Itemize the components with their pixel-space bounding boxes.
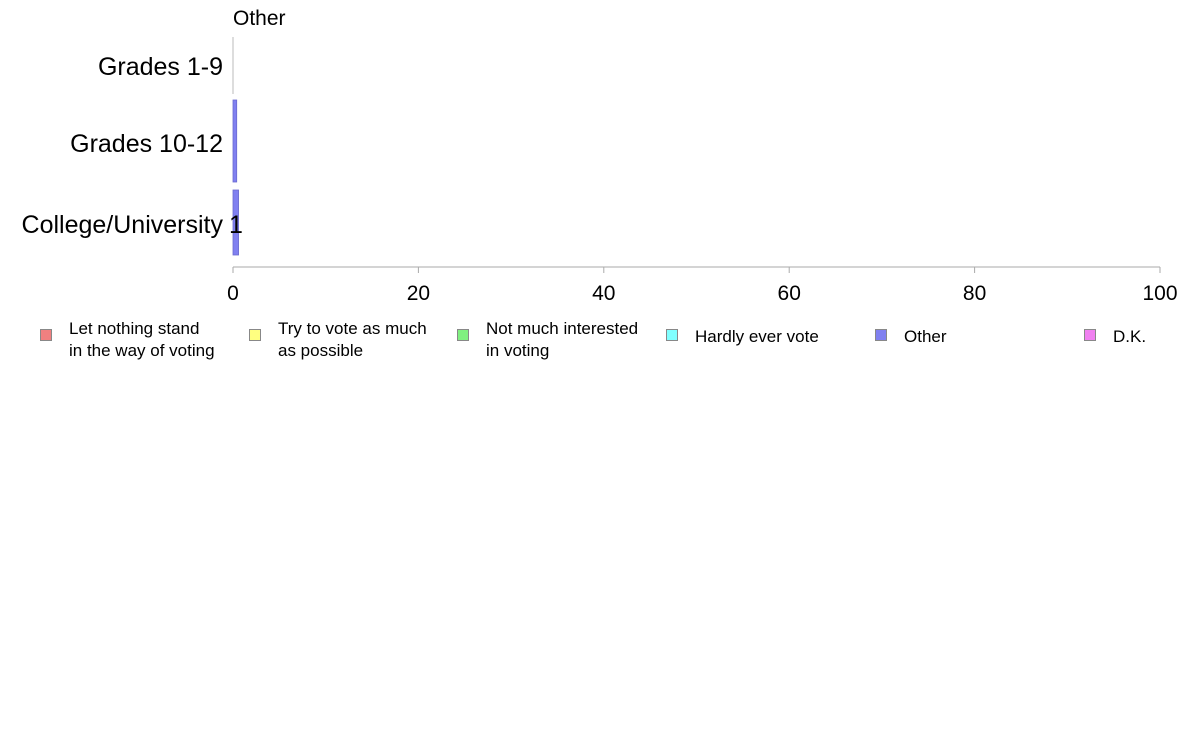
legend-item: Try to vote as much as possible <box>249 318 427 362</box>
legend-label: Other <box>904 327 947 346</box>
legend-label: Try to vote as much as possible <box>278 319 427 360</box>
x-axis-ticks: 0 20 40 60 80 100 <box>227 267 1178 305</box>
legend-item: Hardly ever vote <box>666 318 819 348</box>
legend-label: Not much interested in voting <box>486 319 639 360</box>
x-tick-label: 80 <box>963 282 986 305</box>
panel-title: Other <box>233 7 286 30</box>
legend-item: Other <box>875 318 947 348</box>
legend-swatch <box>875 329 887 341</box>
legend-label: Let nothing stand in the way of voting <box>69 319 215 360</box>
legend-label: Hardly ever vote <box>695 327 819 346</box>
x-tick-label: 20 <box>407 282 430 305</box>
legend-swatch <box>40 329 52 341</box>
legend-swatch <box>249 329 261 341</box>
x-tick-label: 100 <box>1142 282 1177 305</box>
bar <box>232 99 238 183</box>
bar-chart: Other 0 20 40 60 80 100 Grades 1-9 Grades 10-1… <box>22 7 1178 305</box>
category-label: College/University <box>22 211 224 239</box>
legend-label: D.K. <box>1113 327 1147 346</box>
x-tick-label: 0 <box>227 282 239 305</box>
legend-swatch <box>1084 329 1096 341</box>
x-tick-label: 60 <box>778 282 801 305</box>
legend-swatch <box>666 329 678 341</box>
legend-swatch <box>457 329 469 341</box>
data-label: 1 <box>229 211 243 239</box>
bars: 1 <box>229 99 243 256</box>
category-label: Grades 10-12 <box>70 130 223 158</box>
category-labels: Grades 1-9 Grades 10-12 College/University <box>22 53 224 239</box>
legend-item: Not much interested in voting <box>457 318 638 362</box>
bar <box>232 189 239 256</box>
legend-item: D.K. <box>1084 318 1146 348</box>
legend-item: Let nothing stand in the way of voting <box>40 318 215 362</box>
x-tick-label: 40 <box>592 282 615 305</box>
legend: Let nothing stand in the way of voting Tr… <box>0 318 1188 362</box>
category-label: Grades 1-9 <box>98 53 223 81</box>
